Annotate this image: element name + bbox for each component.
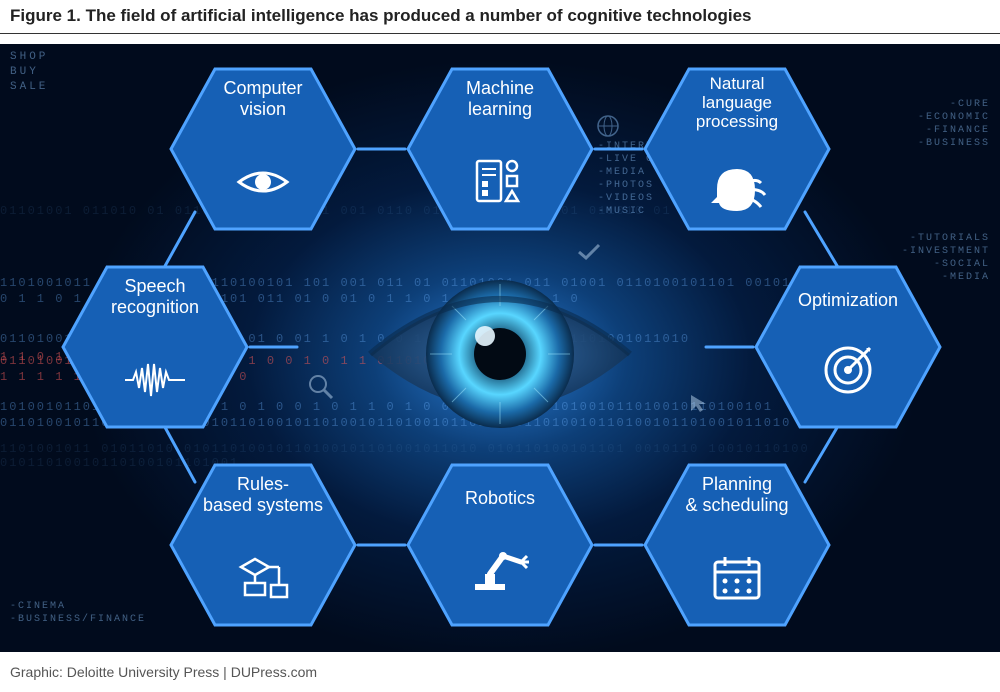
hex-speech: Speechrecognition — [60, 262, 250, 432]
hex-robotics: Robotics — [405, 460, 595, 630]
eye-icon — [235, 162, 291, 202]
robot-arm-icon — [469, 544, 531, 592]
side-text-shop: SHOPBUYSALE — [10, 50, 48, 95]
flowchart-icon — [235, 555, 291, 601]
hex-label: Planning& scheduling — [642, 474, 832, 516]
hex-label: Speechrecognition — [60, 276, 250, 318]
central-eye-graphic — [360, 254, 640, 454]
calendar-icon — [711, 554, 763, 602]
hex-rules: Rules-based systems — [168, 460, 358, 630]
talk-head-icon — [707, 165, 767, 215]
check-icon — [576, 242, 602, 262]
hex-machine-learning: Machinelearning — [405, 64, 595, 234]
cursor-icon — [688, 392, 710, 414]
side-text-economic: -CURE-ECONOMIC-FINANCE-BUSINESS — [918, 98, 990, 150]
hex-label: Machinelearning — [405, 78, 595, 120]
hex-label: Naturallanguageprocessing — [642, 74, 832, 131]
hex-nlp: Naturallanguageprocessing — [642, 64, 832, 234]
ml-panel-icon — [474, 158, 526, 206]
target-icon — [822, 344, 874, 396]
binary-row: 1101001011 01011010 01011010010110100101… — [0, 442, 1000, 456]
hex-planning: Planning& scheduling — [642, 460, 832, 630]
hex-label: Robotics — [405, 488, 595, 509]
magnifier-icon — [308, 374, 334, 400]
waveform-icon — [123, 358, 187, 402]
hex-computer-vision: Computervision — [168, 64, 358, 234]
side-text-cinema: -CINEMA-BUSINESS/FINANCE — [10, 600, 146, 626]
hex-label: Computervision — [168, 78, 358, 120]
credit: Graphic: Deloitte University Press | DUP… — [0, 656, 1000, 692]
hex-label: Optimization — [753, 290, 943, 311]
globe-icon — [596, 114, 620, 138]
hex-optimization: Optimization — [753, 262, 943, 432]
hex-label: Rules-based systems — [168, 474, 358, 516]
graphic-area: 01101001 011010 01 01101001 01 01101 001… — [0, 44, 1000, 652]
figure-caption: Figure 1. The field of artificial intell… — [0, 0, 1000, 34]
